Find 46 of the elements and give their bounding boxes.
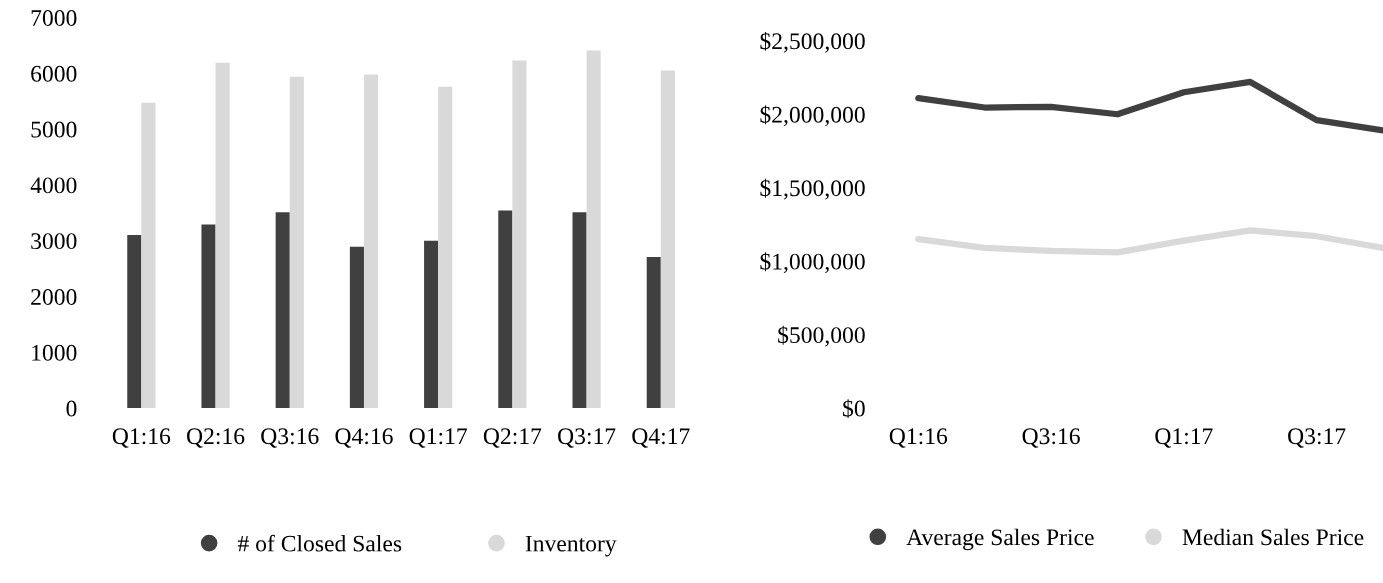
y-tick-label: 3000: [31, 233, 77, 250]
y-tick-label: 0: [66, 400, 77, 417]
x-tick-label: Q3:16: [1022, 428, 1080, 448]
bar: [275, 212, 290, 409]
bar: [215, 62, 230, 409]
x-tick-label: Q3:16: [261, 428, 319, 448]
bar: [572, 212, 587, 409]
x-tick-label: Q1:16: [889, 428, 948, 448]
y-tick-label: $0: [843, 399, 865, 419]
bar: [498, 210, 513, 409]
bar: [349, 246, 364, 409]
legend-label: # of Closed Sales: [237, 534, 402, 552]
y-tick-label: $1,000,000: [760, 252, 865, 274]
x-tick-label: Q1:17: [409, 428, 468, 448]
bar: [141, 102, 156, 409]
bar: [646, 256, 661, 409]
bar: [424, 240, 439, 409]
y-tick-label: $500,000: [778, 325, 865, 347]
x-tick-label: Q1:17: [1155, 428, 1213, 448]
bar: [201, 224, 216, 409]
bar: [586, 50, 601, 409]
x-tick-label: Q3:17: [1288, 428, 1346, 448]
bar: [438, 86, 453, 409]
bar: [127, 235, 142, 409]
x-tick-label: Q1:16: [112, 428, 171, 448]
bar: [660, 70, 675, 409]
bar: [289, 76, 304, 409]
x-tick-label: Q2:16: [187, 428, 245, 448]
x-tick-label: Q3:17: [558, 428, 616, 448]
y-tick-label: 2000: [31, 288, 77, 305]
y-tick-label: 1000: [32, 344, 77, 361]
bar: [363, 74, 379, 409]
y-tick-label: 6000: [31, 65, 77, 82]
x-tick-label: Q4:17: [632, 428, 690, 448]
y-tick-label: 4000: [30, 177, 77, 194]
y-tick-label: $1,500,000: [760, 178, 865, 200]
x-tick-label: Q2:17: [483, 428, 542, 448]
legend-label: Median Sales Price: [1182, 528, 1364, 546]
y-tick-label: $2,000,000: [760, 105, 865, 127]
legend-label: Average Sales Price: [906, 528, 1094, 551]
legend-label: Inventory: [525, 535, 617, 557]
y-tick-label: $2,500,000: [760, 31, 865, 53]
bar: [512, 60, 527, 409]
y-tick-label: 7000: [31, 9, 77, 26]
y-tick-label: 5000: [31, 121, 77, 138]
x-tick-label: Q4:16: [335, 428, 393, 448]
